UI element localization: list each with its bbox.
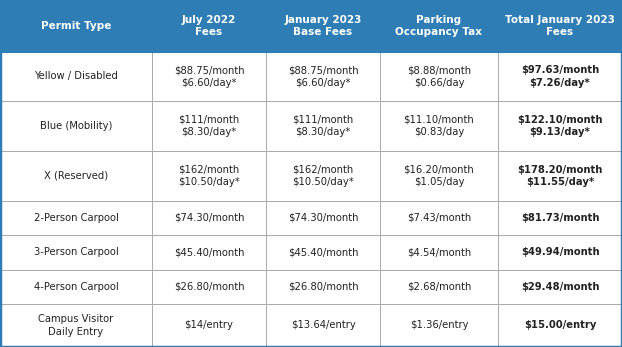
Bar <box>498 304 622 347</box>
Text: Blue (Mobility): Blue (Mobility) <box>40 121 112 131</box>
Text: $111/month
$8.30/day*: $111/month $8.30/day* <box>292 115 354 137</box>
Bar <box>152 151 266 201</box>
Bar <box>266 270 380 304</box>
Text: Campus Visitor
Daily Entry: Campus Visitor Daily Entry <box>39 314 114 337</box>
Text: Total January 2023
Fees: Total January 2023 Fees <box>505 15 615 37</box>
Text: $11.10/month
$0.83/day: $11.10/month $0.83/day <box>404 115 475 137</box>
Bar <box>0 201 152 235</box>
Text: $7.43/month: $7.43/month <box>407 213 471 223</box>
Bar <box>0 101 152 151</box>
Text: $26.80/month: $26.80/month <box>288 282 358 292</box>
Bar <box>498 151 622 201</box>
Text: $74.30/month: $74.30/month <box>288 213 358 223</box>
Bar <box>0 52 152 101</box>
Bar <box>152 0 266 52</box>
Text: $8.88/month
$0.66/day: $8.88/month $0.66/day <box>407 65 471 88</box>
Bar <box>266 0 380 52</box>
Bar <box>380 235 498 270</box>
Text: 3-Person Carpool: 3-Person Carpool <box>34 247 118 257</box>
Bar <box>380 270 498 304</box>
Text: $45.40/month: $45.40/month <box>174 247 244 257</box>
Text: $74.30/month: $74.30/month <box>174 213 244 223</box>
Text: $15.00/entry: $15.00/entry <box>524 321 596 330</box>
Text: $1.36/entry: $1.36/entry <box>410 321 468 330</box>
Bar <box>152 235 266 270</box>
Bar <box>498 52 622 101</box>
Bar <box>152 270 266 304</box>
Text: $81.73/month: $81.73/month <box>521 213 599 223</box>
Text: Yellow / Disabled: Yellow / Disabled <box>34 71 118 82</box>
Text: $178.20/month
$11.55/day*: $178.20/month $11.55/day* <box>518 165 603 187</box>
Bar <box>152 52 266 101</box>
Bar <box>0 0 152 52</box>
Text: Permit Type: Permit Type <box>41 21 111 31</box>
Text: $14/entry: $14/entry <box>185 321 233 330</box>
Bar <box>498 0 622 52</box>
Bar <box>498 235 622 270</box>
Bar <box>498 270 622 304</box>
Text: $13.64/entry: $13.64/entry <box>290 321 355 330</box>
Text: Parking
Occupancy Tax: Parking Occupancy Tax <box>396 15 483 37</box>
Text: $49.94/month: $49.94/month <box>521 247 600 257</box>
Text: $2.68/month: $2.68/month <box>407 282 471 292</box>
Text: 4-Person Carpool: 4-Person Carpool <box>34 282 118 292</box>
Text: $29.48/month: $29.48/month <box>521 282 599 292</box>
Text: $97.63/month
$7.26/day*: $97.63/month $7.26/day* <box>521 65 599 88</box>
Text: 2-Person Carpool: 2-Person Carpool <box>34 213 118 223</box>
Bar <box>0 304 152 347</box>
Bar <box>266 101 380 151</box>
Bar <box>266 304 380 347</box>
Bar <box>498 201 622 235</box>
Text: $88.75/month
$6.60/day*: $88.75/month $6.60/day* <box>174 65 244 88</box>
Bar <box>152 201 266 235</box>
Text: X (Reserved): X (Reserved) <box>44 171 108 181</box>
Bar <box>266 52 380 101</box>
Bar <box>266 235 380 270</box>
Bar <box>380 101 498 151</box>
Bar <box>0 151 152 201</box>
Bar <box>380 304 498 347</box>
Bar <box>0 235 152 270</box>
Text: $162/month
$10.50/day*: $162/month $10.50/day* <box>292 165 354 187</box>
Text: $45.40/month: $45.40/month <box>288 247 358 257</box>
Bar <box>498 101 622 151</box>
Text: $4.54/month: $4.54/month <box>407 247 471 257</box>
Bar <box>152 101 266 151</box>
Text: $16.20/month
$1.05/day: $16.20/month $1.05/day <box>404 165 475 187</box>
Bar <box>380 201 498 235</box>
Text: $162/month
$10.50/day*: $162/month $10.50/day* <box>178 165 240 187</box>
Text: $88.75/month
$6.60/day*: $88.75/month $6.60/day* <box>288 65 358 88</box>
Bar <box>0 270 152 304</box>
Bar <box>266 151 380 201</box>
Text: July 2022
Fees: July 2022 Fees <box>182 15 236 37</box>
Bar <box>266 201 380 235</box>
Bar <box>380 151 498 201</box>
Text: January 2023
Base Fees: January 2023 Base Fees <box>284 15 361 37</box>
Bar <box>380 0 498 52</box>
Bar <box>152 304 266 347</box>
Text: $26.80/month: $26.80/month <box>174 282 244 292</box>
Bar <box>380 52 498 101</box>
Text: $111/month
$8.30/day*: $111/month $8.30/day* <box>179 115 239 137</box>
Text: $122.10/month
$9.13/day*: $122.10/month $9.13/day* <box>518 115 603 137</box>
